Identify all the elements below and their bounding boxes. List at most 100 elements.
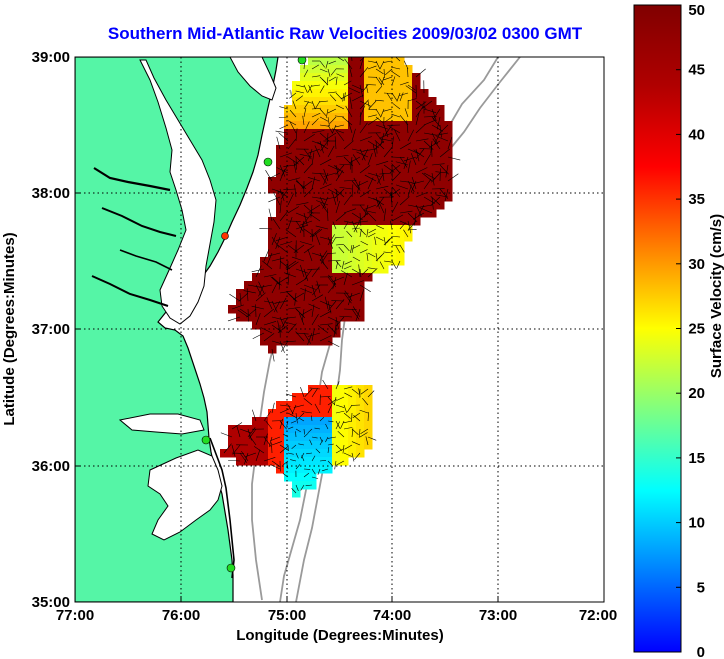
velocity-cell (260, 313, 269, 322)
velocity-cell (284, 137, 293, 146)
velocity-cell (372, 81, 381, 90)
velocity-cell (404, 105, 413, 114)
velocity-cell (292, 105, 301, 114)
velocity-vector (345, 105, 353, 118)
velocity-vector (295, 331, 305, 342)
velocity-vector (279, 188, 285, 202)
velocity-vector (364, 174, 377, 182)
x-tick-label: 73:00 (479, 607, 517, 624)
velocity-cell (356, 441, 365, 450)
velocity-vector (319, 124, 330, 127)
velocity-cell (380, 105, 389, 114)
velocity-vector (380, 132, 393, 139)
velocity-vector (363, 148, 377, 152)
velocity-vector (319, 250, 328, 262)
velocity-vector (311, 284, 316, 298)
velocity-vector (399, 222, 406, 230)
velocity-vector (268, 172, 281, 180)
velocity-cell (324, 385, 333, 394)
velocity-vector (324, 296, 329, 310)
velocity-vector (436, 135, 449, 142)
velocity-vector (338, 246, 345, 254)
velocity-vector (343, 386, 353, 390)
velocity-cell (436, 193, 445, 202)
velocity-cell (228, 425, 237, 434)
velocity-vector (319, 183, 332, 190)
velocity-cell (364, 65, 373, 74)
velocity-vector (351, 280, 364, 286)
velocity-vector (287, 261, 299, 270)
velocity-vector (301, 308, 305, 322)
velocity-vector (308, 148, 321, 154)
velocity-vector (383, 188, 394, 198)
velocity-cell (412, 177, 421, 186)
velocity-cell (428, 97, 437, 106)
velocity-vector (290, 420, 297, 424)
station-marker-3 (221, 232, 229, 240)
velocity-cell (372, 217, 381, 226)
velocity-vector (287, 306, 301, 310)
velocity-vector (319, 158, 332, 166)
velocity-vector (358, 264, 361, 278)
velocity-vector (431, 196, 434, 210)
velocity-cell (308, 457, 317, 466)
velocity-cell (316, 201, 325, 210)
velocity-cell (228, 305, 237, 314)
velocity-vector (319, 310, 332, 318)
velocity-vector (303, 332, 311, 344)
velocity-vector (285, 229, 297, 238)
velocity-vector (413, 149, 425, 158)
velocity-cell (364, 185, 373, 194)
y-tick-label: 35:00 (32, 594, 70, 611)
velocity-cell (292, 297, 301, 306)
velocity-vector (351, 268, 360, 274)
velocity-vector (229, 293, 241, 302)
velocity-vector (335, 200, 340, 214)
velocity-vector (276, 167, 289, 174)
velocity-vector (334, 124, 345, 128)
velocity-vector (284, 272, 297, 278)
velocity-cell (300, 297, 309, 306)
velocity-vector (319, 323, 333, 326)
velocity-cell (308, 273, 317, 282)
velocity-vector (303, 188, 314, 198)
velocity-vector (319, 252, 325, 265)
velocity-vector (303, 428, 305, 435)
velocity-vector (334, 460, 337, 470)
velocity-cell (364, 233, 373, 242)
velocity-vector (367, 267, 377, 270)
velocity-vector (335, 236, 345, 239)
velocity-vector (375, 85, 383, 94)
velocity-vector (360, 240, 369, 246)
velocity-vector (334, 188, 345, 198)
velocity-cell (284, 177, 293, 186)
velocity-cell (276, 193, 285, 202)
velocity-vector (325, 132, 337, 141)
velocity-cell (316, 465, 325, 474)
velocity-cell (284, 417, 293, 426)
velocity-vector (430, 140, 433, 154)
velocity-vector (359, 268, 362, 278)
colorbar-tick-label: 50 (688, 2, 705, 19)
velocity-cell (436, 129, 445, 138)
velocity-vector (344, 444, 353, 450)
velocity-vector (316, 280, 321, 294)
velocity-vector (383, 68, 385, 79)
velocity-cell (340, 113, 349, 122)
velocity-vector (341, 270, 353, 278)
velocity-vector (403, 156, 417, 162)
velocity-vector (346, 230, 353, 238)
velocity-cell (292, 313, 301, 322)
velocity-vector (327, 276, 337, 288)
velocity-vector (271, 236, 280, 248)
velocity-vector (359, 204, 368, 216)
velocity-vector (335, 76, 338, 86)
velocity-cell (348, 97, 357, 106)
velocity-vector (375, 124, 389, 130)
velocity-vector (319, 85, 325, 94)
velocity-cell (268, 281, 277, 290)
velocity-vector (311, 196, 325, 200)
velocity-vector (399, 142, 412, 150)
velocity-cell (268, 305, 277, 314)
